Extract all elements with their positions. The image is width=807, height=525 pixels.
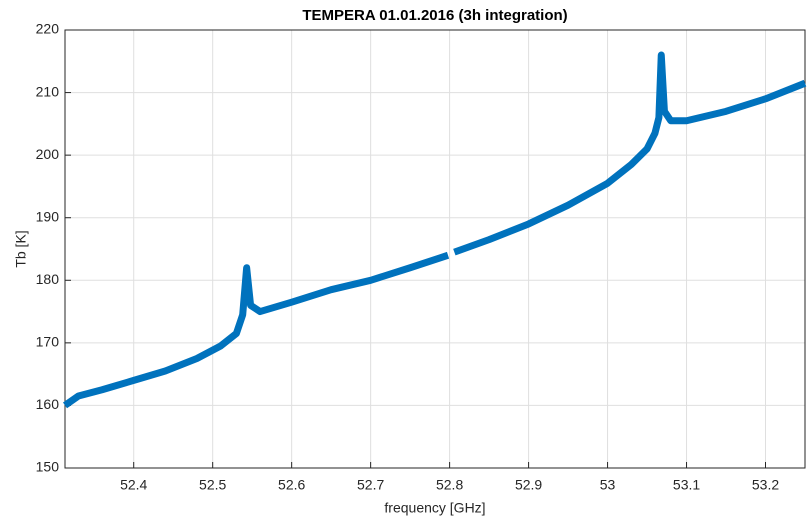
y-axis-label: Tb [K]	[13, 230, 29, 267]
y-tick-label: 210	[36, 83, 60, 99]
x-tick-label: 52.5	[199, 477, 226, 493]
y-tick-label: 220	[36, 21, 60, 37]
plot-area	[65, 30, 805, 468]
x-axis-label: frequency [GHz]	[384, 500, 485, 516]
x-tick-label: 53.2	[752, 477, 779, 493]
y-tick-label: 170	[36, 334, 60, 350]
y-tick-label: 190	[36, 208, 60, 224]
y-tick-label: 160	[36, 396, 60, 412]
x-tick-label: 53	[600, 477, 616, 493]
x-tick-label: 53.1	[673, 477, 700, 493]
y-tick-label: 150	[36, 459, 60, 475]
x-tick-label: 52.9	[515, 477, 542, 493]
x-tick-label: 52.6	[278, 477, 305, 493]
x-tick-label: 52.8	[436, 477, 463, 493]
data-line	[62, 51, 807, 409]
x-tick-label: 52.4	[120, 477, 147, 493]
x-tick-label: 52.7	[357, 477, 384, 493]
chart-title: TEMPERA 01.01.2016 (3h integration)	[302, 7, 567, 24]
y-tick-label: 200	[36, 146, 60, 162]
y-tick-label: 180	[36, 271, 60, 287]
axes-box	[64, 29, 806, 469]
